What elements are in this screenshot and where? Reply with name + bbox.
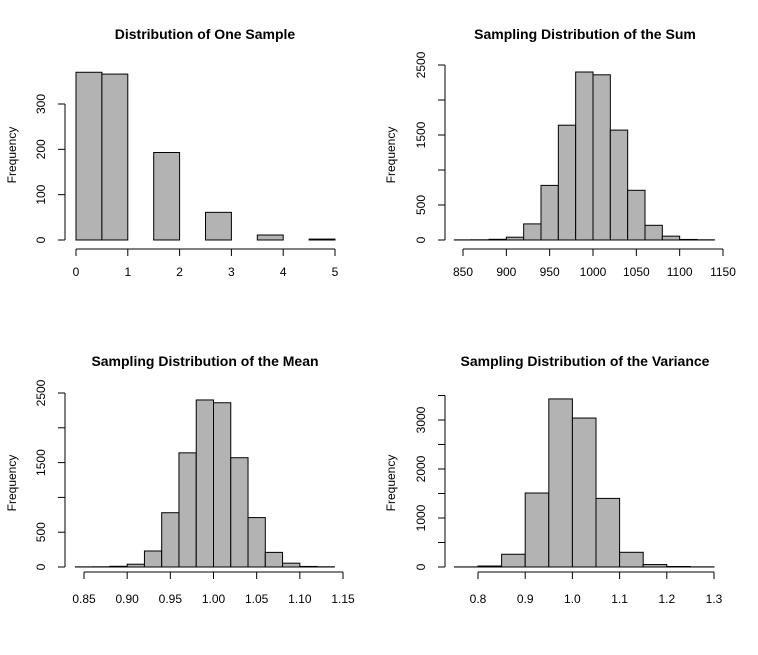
histogram-bar — [299, 565, 318, 568]
histogram-bar — [256, 234, 284, 241]
histogram-bar — [213, 402, 232, 568]
x-tick-label: 1150 — [710, 265, 736, 279]
histogram-bar — [540, 184, 559, 241]
y-tick-label: 0 — [414, 563, 428, 570]
panel-variance: Sampling Distribution of the Variance Fr… — [384, 353, 723, 606]
histogram-bar — [644, 224, 663, 241]
x-tick-label: 3 — [228, 265, 235, 279]
chart-title: Sampling Distribution of the Variance — [461, 353, 710, 369]
y-axis-label: Frequency — [384, 455, 398, 512]
histogram-bar — [609, 129, 629, 241]
histogram-bar — [205, 211, 232, 241]
y-tick-label: 300 — [34, 94, 48, 114]
panel-mean: Sampling Distribution of the Mean Freque… — [5, 353, 355, 606]
y-tick-label: 1500 — [414, 121, 428, 148]
x-tick-label: 2 — [176, 265, 183, 279]
x-tick-label: 0.95 — [159, 592, 183, 606]
histogram-bar — [505, 236, 525, 241]
histogram-bar — [247, 517, 266, 568]
histogram-bar — [661, 235, 681, 241]
histogram-bar — [230, 457, 249, 568]
histogram-bar — [178, 452, 197, 568]
panel-one-sample: Distribution of One Sample Frequency 0 1 2… — [5, 26, 339, 279]
y-tick-label: 2500 — [414, 51, 428, 78]
histogram-bar — [571, 417, 597, 568]
histogram-bar — [575, 71, 594, 241]
histogram-bar — [308, 238, 336, 241]
x-tick-label: 1.0 — [564, 592, 581, 606]
histogram-bar — [619, 551, 644, 568]
x-tick-label: 5 — [332, 265, 339, 279]
y-tick-label: 3000 — [414, 406, 428, 433]
y-axis-label: Frequency — [5, 455, 19, 512]
x-tick-label: 1 — [124, 265, 131, 279]
x-tick-label: 0.8 — [470, 592, 487, 606]
x-tick-label: 0.85 — [72, 592, 96, 606]
x-tick-label: 1.1 — [611, 592, 628, 606]
x-tick-label: 1.10 — [288, 592, 312, 606]
y-tick-label: 2000 — [414, 455, 428, 482]
y-tick-label: 0 — [34, 236, 48, 243]
y-tick-label: 100 — [34, 184, 48, 204]
y-tick-label: 1000 — [414, 504, 428, 531]
y-axis-label: Frequency — [384, 127, 398, 184]
chart-title: Distribution of One Sample — [115, 26, 296, 42]
y-tick-label: 0 — [414, 236, 428, 243]
y-tick-label: 500 — [414, 195, 428, 215]
y-axis-label: Frequency — [5, 127, 19, 184]
histogram-bar — [488, 238, 507, 241]
y-tick-label: 0 — [34, 563, 48, 570]
histogram-bar — [143, 550, 163, 568]
chart-title: Sampling Distribution of the Mean — [91, 353, 318, 369]
histogram-bar — [548, 398, 573, 568]
histogram-bar — [126, 563, 145, 568]
x-tick-label: 0.90 — [115, 592, 139, 606]
x-tick-label: 1.15 — [331, 592, 355, 606]
y-tick-label: 2500 — [34, 379, 48, 406]
x-tick-label: 950 — [540, 265, 560, 279]
histogram-bar — [195, 399, 215, 568]
x-tick-label: 1000 — [580, 265, 607, 279]
histogram-bar — [679, 238, 698, 241]
histogram-bar — [101, 73, 129, 241]
y-tick-label: 500 — [34, 522, 48, 542]
histogram-bar — [523, 223, 542, 241]
x-tick-label: 0.9 — [517, 592, 534, 606]
histogram-bar — [501, 553, 526, 568]
chart-title: Sampling Distribution of the Sum — [474, 26, 696, 42]
x-tick-label: 900 — [496, 265, 516, 279]
histogram-bar — [264, 551, 284, 568]
x-tick-label: 0 — [73, 265, 80, 279]
histogram-bar — [153, 152, 181, 241]
histogram-bar — [557, 124, 577, 241]
histogram-bar — [592, 74, 611, 241]
panel-sum: Sampling Distribution of the Sum Frequen… — [384, 26, 736, 279]
y-tick-label: 200 — [34, 139, 48, 159]
histogram-bar — [477, 565, 503, 568]
histogram-bar — [627, 189, 646, 241]
x-tick-label: 1.3 — [706, 592, 723, 606]
histogram-bar — [595, 497, 621, 568]
x-tick-label: 1.00 — [202, 592, 226, 606]
x-tick-label: 1100 — [667, 265, 693, 279]
x-tick-label: 4 — [280, 265, 287, 279]
x-tick-label: 1.2 — [658, 592, 675, 606]
histogram-bar — [524, 492, 550, 568]
x-tick-label: 1.05 — [245, 592, 269, 606]
histogram-bar — [282, 562, 301, 568]
histogram-bar — [75, 71, 103, 241]
y-tick-label: 1500 — [34, 449, 48, 476]
histogram-bar — [109, 565, 128, 568]
histogram-bar — [642, 564, 668, 568]
histogram-bar — [161, 512, 180, 568]
x-tick-label: 1050 — [623, 265, 650, 279]
x-tick-label: 850 — [453, 265, 473, 279]
